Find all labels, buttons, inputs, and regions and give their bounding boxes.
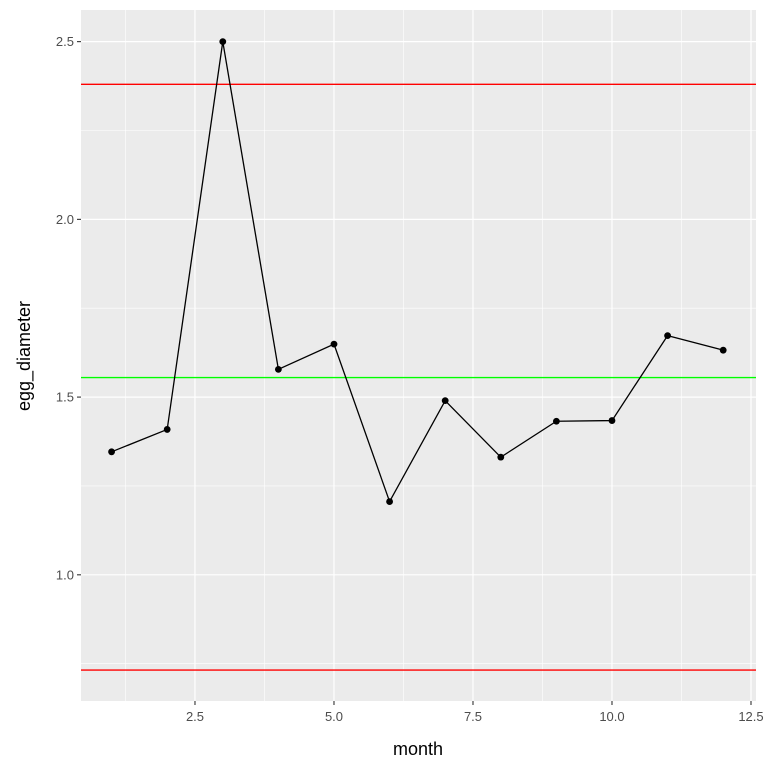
x-tick-label: 10.0 — [599, 709, 624, 724]
data-point — [552, 417, 560, 425]
y-tick-label: 2.0 — [56, 212, 74, 227]
data-points — [108, 38, 727, 505]
data-point — [497, 453, 505, 461]
data-point — [108, 448, 115, 456]
x-tick-label: 7.5 — [464, 709, 482, 724]
minor-gridlines — [81, 10, 756, 701]
data-point — [219, 38, 227, 46]
control-limit-lines — [81, 83, 756, 671]
data-point — [441, 397, 449, 405]
x-tick-label: 2.5 — [186, 709, 204, 724]
x-tick-label: 12.5 — [738, 709, 763, 724]
y-axis: 1.0 1.5 2.0 2.5 — [56, 34, 81, 582]
x-axis: 2.5 5.0 7.5 10.0 12.5 — [186, 701, 764, 724]
data-point — [274, 365, 282, 373]
y-tick-label: 1.5 — [56, 390, 74, 405]
x-tick-label: 5.0 — [325, 709, 343, 724]
data-point — [719, 346, 727, 354]
data-point — [330, 340, 338, 348]
panel-background — [81, 10, 756, 701]
major-gridlines — [81, 10, 756, 701]
data-point — [608, 417, 616, 424]
y-axis-title: egg_diameter — [14, 301, 35, 411]
data-point — [664, 332, 671, 339]
x-axis-title: month — [393, 739, 443, 759]
data-line — [111, 41, 724, 504]
data-point — [386, 498, 393, 505]
y-tick-label: 1.0 — [56, 567, 74, 582]
data-point — [163, 426, 171, 433]
y-tick-label: 2.5 — [56, 34, 74, 49]
